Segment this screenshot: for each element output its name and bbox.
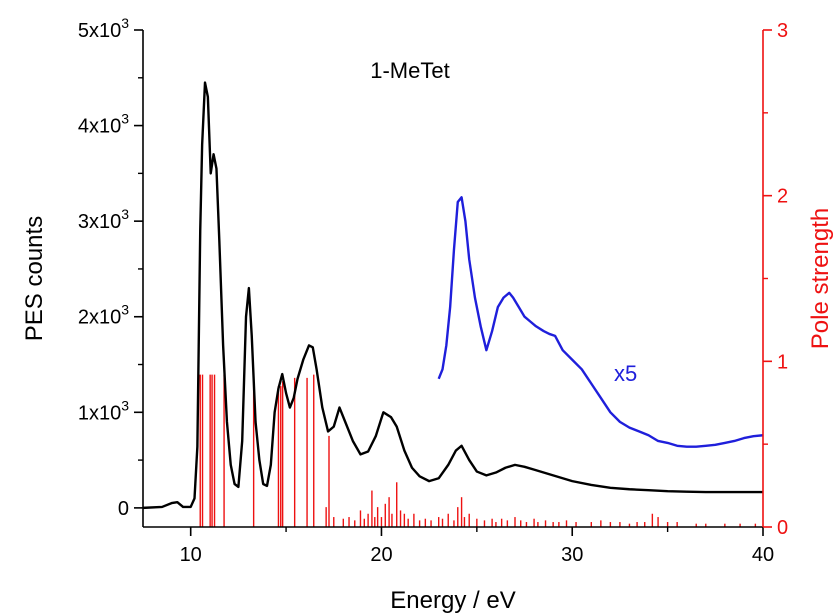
y-tick-label-exponent: 3 xyxy=(121,15,129,31)
y-tick-label: 1x103 xyxy=(78,397,129,424)
molecule-label: 1-MeTet xyxy=(370,58,449,83)
x-tick-label: 10 xyxy=(180,544,202,566)
y-tick-label-base: 1x10 xyxy=(78,402,121,424)
y-axis-title: PES counts xyxy=(21,216,48,341)
y-tick-label-base: 4x10 xyxy=(78,116,121,138)
y-tick-label-base: 3x10 xyxy=(78,211,121,233)
y2-tick-label: 3 xyxy=(777,20,788,42)
y-tick-label-exponent: 3 xyxy=(121,206,129,222)
y-tick-label: 5x103 xyxy=(78,15,129,42)
pes-series-line xyxy=(142,81,763,510)
pole-sticks xyxy=(199,374,757,527)
y-tick-label-base: 2x10 xyxy=(78,307,121,329)
y-tick-label: 2x103 xyxy=(78,302,129,329)
y-tick-label: 0 xyxy=(118,498,129,520)
x-tick-label: 30 xyxy=(561,544,583,566)
y-tick-label-base: 5x10 xyxy=(78,20,121,42)
x-axis-title: Energy / eV xyxy=(390,587,515,614)
y-tick-label: 4x103 xyxy=(78,111,129,138)
y2-tick-label: 1 xyxy=(777,351,788,373)
y2-axis-title: Pole strength xyxy=(807,208,834,349)
y-tick-label-exponent: 3 xyxy=(121,111,129,127)
y2-tick-label: 0 xyxy=(777,517,788,539)
y-tick-label-exponent: 3 xyxy=(121,302,129,318)
y2-tick-label: 2 xyxy=(777,186,788,208)
x-tick-label: 40 xyxy=(752,544,774,566)
x-tick-label: 20 xyxy=(370,544,392,566)
y-tick-label-exponent: 3 xyxy=(121,397,129,413)
y-tick-label-base: 0 xyxy=(118,498,129,520)
y-tick-label: 3x103 xyxy=(78,206,129,233)
scale-factor-label: x5 xyxy=(614,361,637,386)
pes-x5-series-line xyxy=(437,196,764,448)
